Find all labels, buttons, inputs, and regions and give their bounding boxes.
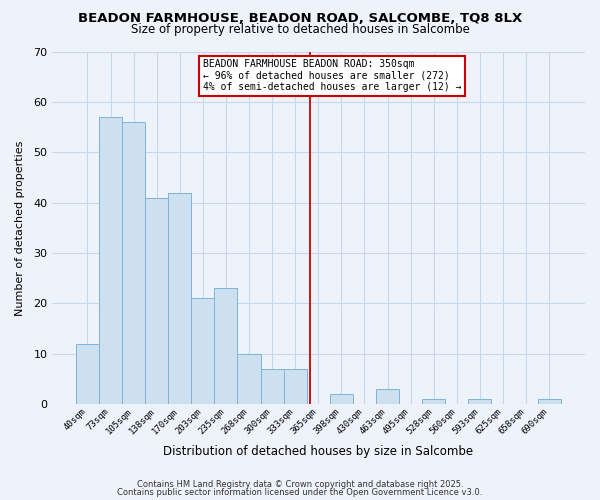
Bar [99, 117, 122, 404]
Bar [76, 344, 99, 404]
Bar [260, 369, 284, 404]
Text: Size of property relative to detached houses in Salcombe: Size of property relative to detached ho… [131, 22, 469, 36]
Bar [376, 389, 399, 404]
Text: Contains public sector information licensed under the Open Government Licence v3: Contains public sector information licen… [118, 488, 482, 497]
Text: BEADON FARMHOUSE BEADON ROAD: 350sqm
← 96% of detached houses are smaller (272)
: BEADON FARMHOUSE BEADON ROAD: 350sqm ← 9… [203, 59, 461, 92]
Bar [330, 394, 353, 404]
Text: BEADON FARMHOUSE, BEADON ROAD, SALCOMBE, TQ8 8LX: BEADON FARMHOUSE, BEADON ROAD, SALCOMBE,… [78, 12, 522, 26]
Bar [238, 354, 260, 404]
Bar [122, 122, 145, 404]
Bar [214, 288, 238, 404]
Bar [145, 198, 168, 404]
Bar [168, 192, 191, 404]
Bar [422, 399, 445, 404]
Bar [469, 399, 491, 404]
X-axis label: Distribution of detached houses by size in Salcombe: Distribution of detached houses by size … [163, 444, 473, 458]
Bar [191, 298, 214, 404]
Y-axis label: Number of detached properties: Number of detached properties [15, 140, 25, 316]
Bar [538, 399, 561, 404]
Bar [284, 369, 307, 404]
Text: Contains HM Land Registry data © Crown copyright and database right 2025.: Contains HM Land Registry data © Crown c… [137, 480, 463, 489]
